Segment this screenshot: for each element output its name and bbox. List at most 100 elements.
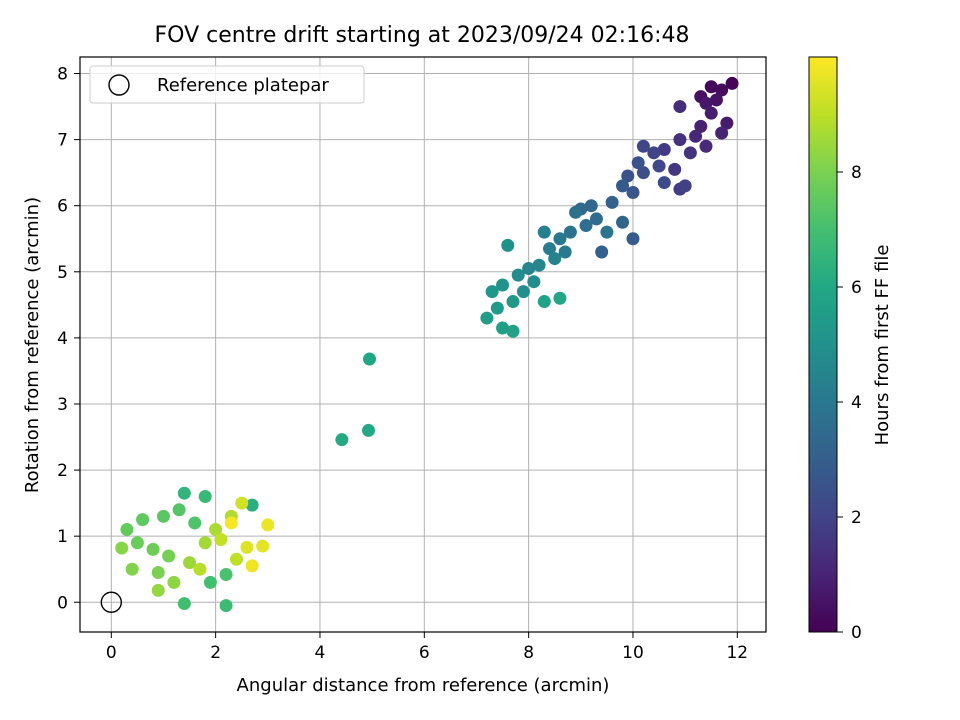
- y-tick-label: 0: [57, 593, 68, 613]
- grid-lines: [80, 57, 766, 632]
- data-point: [193, 562, 207, 576]
- x-axis-ticks: 0 2 4 6 8 10 12: [106, 632, 748, 663]
- y-tick-label: 1: [57, 527, 68, 547]
- y-tick-label: 4: [57, 329, 68, 349]
- data-point: [480, 311, 494, 325]
- data-point: [668, 162, 682, 176]
- data-point: [219, 599, 233, 613]
- data-point: [506, 295, 520, 309]
- x-tick-label: 6: [419, 643, 430, 663]
- data-point: [678, 179, 692, 193]
- data-point: [219, 568, 233, 581]
- data-point: [725, 76, 739, 90]
- data-point: [214, 532, 228, 546]
- data-point: [709, 93, 723, 107]
- data-point: [120, 523, 134, 537]
- data-point: [673, 100, 687, 114]
- data-point: [516, 285, 530, 299]
- data-point: [657, 176, 671, 190]
- data-point: [183, 556, 197, 570]
- y-tick-label: 8: [57, 65, 68, 85]
- data-point: [657, 143, 671, 157]
- data-point: [363, 352, 377, 366]
- data-point: [579, 219, 593, 233]
- data-point: [146, 542, 160, 556]
- data-point: [151, 583, 165, 597]
- data-point: [699, 96, 713, 110]
- colorbar-tick-label: 0: [851, 623, 862, 643]
- data-point: [501, 238, 515, 252]
- legend-label: Reference platepar: [157, 75, 329, 96]
- data-point: [125, 562, 139, 576]
- x-tick-label: 10: [622, 643, 644, 663]
- data-point: [230, 552, 244, 566]
- x-tick-label: 8: [523, 643, 534, 663]
- data-point: [652, 159, 666, 173]
- data-point: [563, 225, 577, 239]
- data-point: [543, 242, 557, 256]
- data-point: [115, 541, 129, 555]
- data-point: [261, 518, 275, 532]
- reference-point: [100, 591, 123, 613]
- data-point: [130, 536, 144, 550]
- data-point: [532, 258, 546, 272]
- data-point: [621, 169, 635, 183]
- x-tick-label: 0: [106, 643, 117, 663]
- reference-marker-icon: [108, 74, 130, 96]
- colorbar-tick-label: 2: [851, 508, 862, 528]
- data-point: [256, 539, 270, 553]
- x-tick-label: 12: [726, 643, 748, 663]
- y-axis-ticks: 0 1 2 3 4 5 6 7 8: [57, 65, 80, 613]
- data-point: [167, 575, 181, 589]
- data-point: [203, 575, 217, 589]
- data-point: [548, 252, 562, 266]
- data-point: [490, 301, 504, 315]
- chart-title: FOV centre drift starting at 2023/09/24 …: [155, 23, 690, 48]
- data-point: [553, 291, 567, 305]
- data-point: [699, 139, 713, 153]
- data-point: [647, 146, 661, 160]
- legend-box: [89, 65, 365, 104]
- data-point: [188, 516, 202, 530]
- data-point: [616, 179, 630, 193]
- data-point: [595, 245, 609, 259]
- data-point: [162, 549, 176, 563]
- colorbar-ticks: 0 2 4 6 8: [837, 163, 862, 643]
- data-point: [151, 566, 165, 580]
- colorbar-tick-label: 6: [851, 278, 862, 298]
- data-point: [626, 232, 640, 246]
- x-axis-label: Angular distance from reference (arcmin): [237, 675, 610, 696]
- data-point: [335, 433, 349, 447]
- data-point: [245, 559, 259, 573]
- x-tick-label: 2: [210, 643, 221, 663]
- plot-frame: [79, 56, 767, 633]
- data-point: [511, 268, 525, 282]
- data-point: [558, 245, 572, 259]
- data-point: [136, 513, 150, 527]
- y-tick-label: 2: [57, 461, 68, 481]
- data-point: [683, 146, 697, 160]
- y-tick-label: 5: [57, 263, 68, 283]
- data-point: [694, 119, 708, 133]
- legend: Reference platepar: [89, 65, 365, 104]
- data-point: [715, 126, 729, 140]
- data-point: [177, 486, 191, 500]
- data-point: [584, 199, 598, 213]
- y-tick-label: 7: [57, 131, 68, 151]
- data-point: [240, 540, 254, 554]
- data-point: [600, 225, 614, 239]
- data-point: [715, 83, 729, 97]
- data-point: [245, 498, 259, 512]
- data-point: [689, 129, 703, 143]
- data-point: [553, 232, 567, 246]
- data-points: [115, 76, 739, 613]
- data-point: [631, 156, 645, 170]
- data-point: [589, 212, 603, 226]
- data-point: [156, 509, 170, 523]
- data-point: [616, 215, 630, 229]
- data-point: [673, 133, 687, 147]
- data-point: [177, 597, 191, 611]
- colorbar-tick-label: 4: [851, 393, 862, 413]
- data-point: [537, 225, 551, 239]
